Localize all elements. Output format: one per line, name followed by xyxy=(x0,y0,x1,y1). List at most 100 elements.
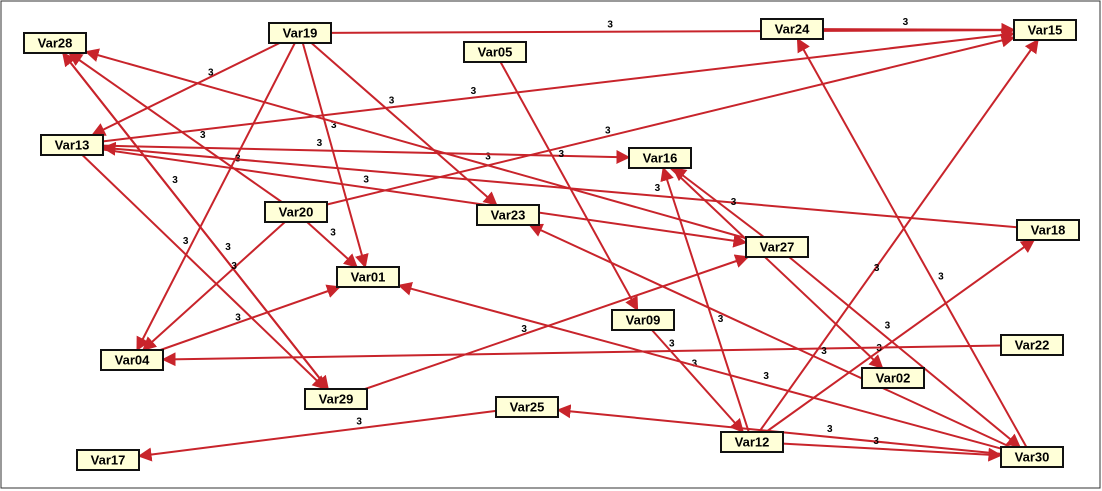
node-box xyxy=(720,431,784,453)
edge xyxy=(765,239,1036,433)
edge-label: 3 xyxy=(821,346,827,357)
edge xyxy=(669,167,884,369)
edge-label: 3 xyxy=(669,339,675,350)
edge xyxy=(62,51,329,390)
edge-label: 3 xyxy=(389,95,395,106)
edge-label: 3 xyxy=(903,17,909,28)
edge xyxy=(499,61,639,312)
edge-label: 3 xyxy=(873,436,879,447)
edge xyxy=(136,42,296,352)
node-box xyxy=(611,309,675,331)
node-label: Var19 xyxy=(283,25,318,40)
node-label: Var30 xyxy=(1015,449,1050,464)
node-box xyxy=(23,32,87,54)
node-label: Var04 xyxy=(115,352,150,367)
edge xyxy=(102,28,1016,143)
node-label: Var12 xyxy=(735,434,770,449)
node-label: Var13 xyxy=(55,137,90,152)
edge xyxy=(102,148,748,248)
node-label: Var28 xyxy=(38,35,73,50)
edge xyxy=(822,22,1016,37)
edge-label: 3 xyxy=(356,417,362,428)
node-box xyxy=(861,367,925,389)
node-box xyxy=(476,204,540,226)
edge-label: 3 xyxy=(317,138,323,149)
edge xyxy=(306,221,358,268)
node-box xyxy=(76,449,140,471)
edge-label: 3 xyxy=(208,67,214,78)
edge xyxy=(160,284,341,351)
node-label: Var25 xyxy=(510,399,545,414)
node-box xyxy=(1013,19,1077,41)
edge-label: 3 xyxy=(471,86,477,97)
node-label: Var17 xyxy=(91,452,126,467)
node-box xyxy=(760,18,824,40)
edge-label: 3 xyxy=(485,151,491,162)
node-label: Var01 xyxy=(351,269,386,284)
edge-label: 3 xyxy=(235,312,241,323)
edge xyxy=(102,144,631,165)
edge-label: 3 xyxy=(225,242,231,253)
node-box xyxy=(628,147,692,169)
edge-label: 3 xyxy=(200,130,206,141)
node-box xyxy=(264,201,328,223)
edge-label: 3 xyxy=(605,125,611,136)
edge xyxy=(364,254,750,390)
edge xyxy=(161,344,1002,367)
edge-label: 3 xyxy=(521,324,527,335)
node-label: Var20 xyxy=(279,204,314,219)
node-box xyxy=(463,41,527,63)
edge xyxy=(660,166,750,433)
edge-label: 3 xyxy=(655,183,661,194)
edge-label: 3 xyxy=(172,175,178,186)
node-label: Var02 xyxy=(876,370,911,385)
node-box xyxy=(1000,446,1064,468)
node-label: Var15 xyxy=(1028,22,1063,37)
edge xyxy=(84,48,747,240)
edge-label: 3 xyxy=(692,358,698,369)
edge xyxy=(310,42,498,206)
edge-label: 3 xyxy=(607,19,613,30)
edge-label: 3 xyxy=(731,197,737,208)
edge xyxy=(397,281,1002,450)
edge xyxy=(330,23,1016,38)
edge-label: 3 xyxy=(330,228,336,239)
edge-label: 3 xyxy=(763,371,769,382)
node-box xyxy=(336,266,400,288)
edge-label: 3 xyxy=(183,236,189,247)
node-label: Var16 xyxy=(643,150,678,165)
edge xyxy=(528,223,1011,448)
node-label: Var05 xyxy=(478,44,513,59)
edge xyxy=(758,38,1039,433)
edge-label: 3 xyxy=(827,424,833,435)
edge-label: 3 xyxy=(559,149,565,160)
node-label: Var09 xyxy=(626,312,661,327)
edge-label: 3 xyxy=(718,314,724,325)
node-label: Var29 xyxy=(319,391,354,406)
edge xyxy=(301,42,369,269)
edge-label: 3 xyxy=(363,174,369,185)
node-box xyxy=(745,236,809,258)
node-box xyxy=(1016,219,1080,241)
edge-label: 3 xyxy=(938,271,944,282)
edge-label: 3 xyxy=(231,261,237,272)
edge xyxy=(788,256,1021,448)
edge xyxy=(142,221,286,351)
node-box xyxy=(495,396,559,418)
edge xyxy=(782,442,1003,462)
node-label: Var23 xyxy=(491,207,526,222)
edge xyxy=(101,141,1018,229)
node-box xyxy=(268,22,332,44)
node-box xyxy=(1000,334,1064,356)
node-label: Var18 xyxy=(1031,222,1066,237)
node-box xyxy=(100,349,164,371)
node-label: Var27 xyxy=(760,239,795,254)
edge xyxy=(796,37,1028,448)
edge xyxy=(672,167,765,238)
edge xyxy=(91,42,281,136)
edge-label: 3 xyxy=(331,120,337,131)
edge xyxy=(137,409,497,462)
node-label: Var24 xyxy=(775,21,810,36)
